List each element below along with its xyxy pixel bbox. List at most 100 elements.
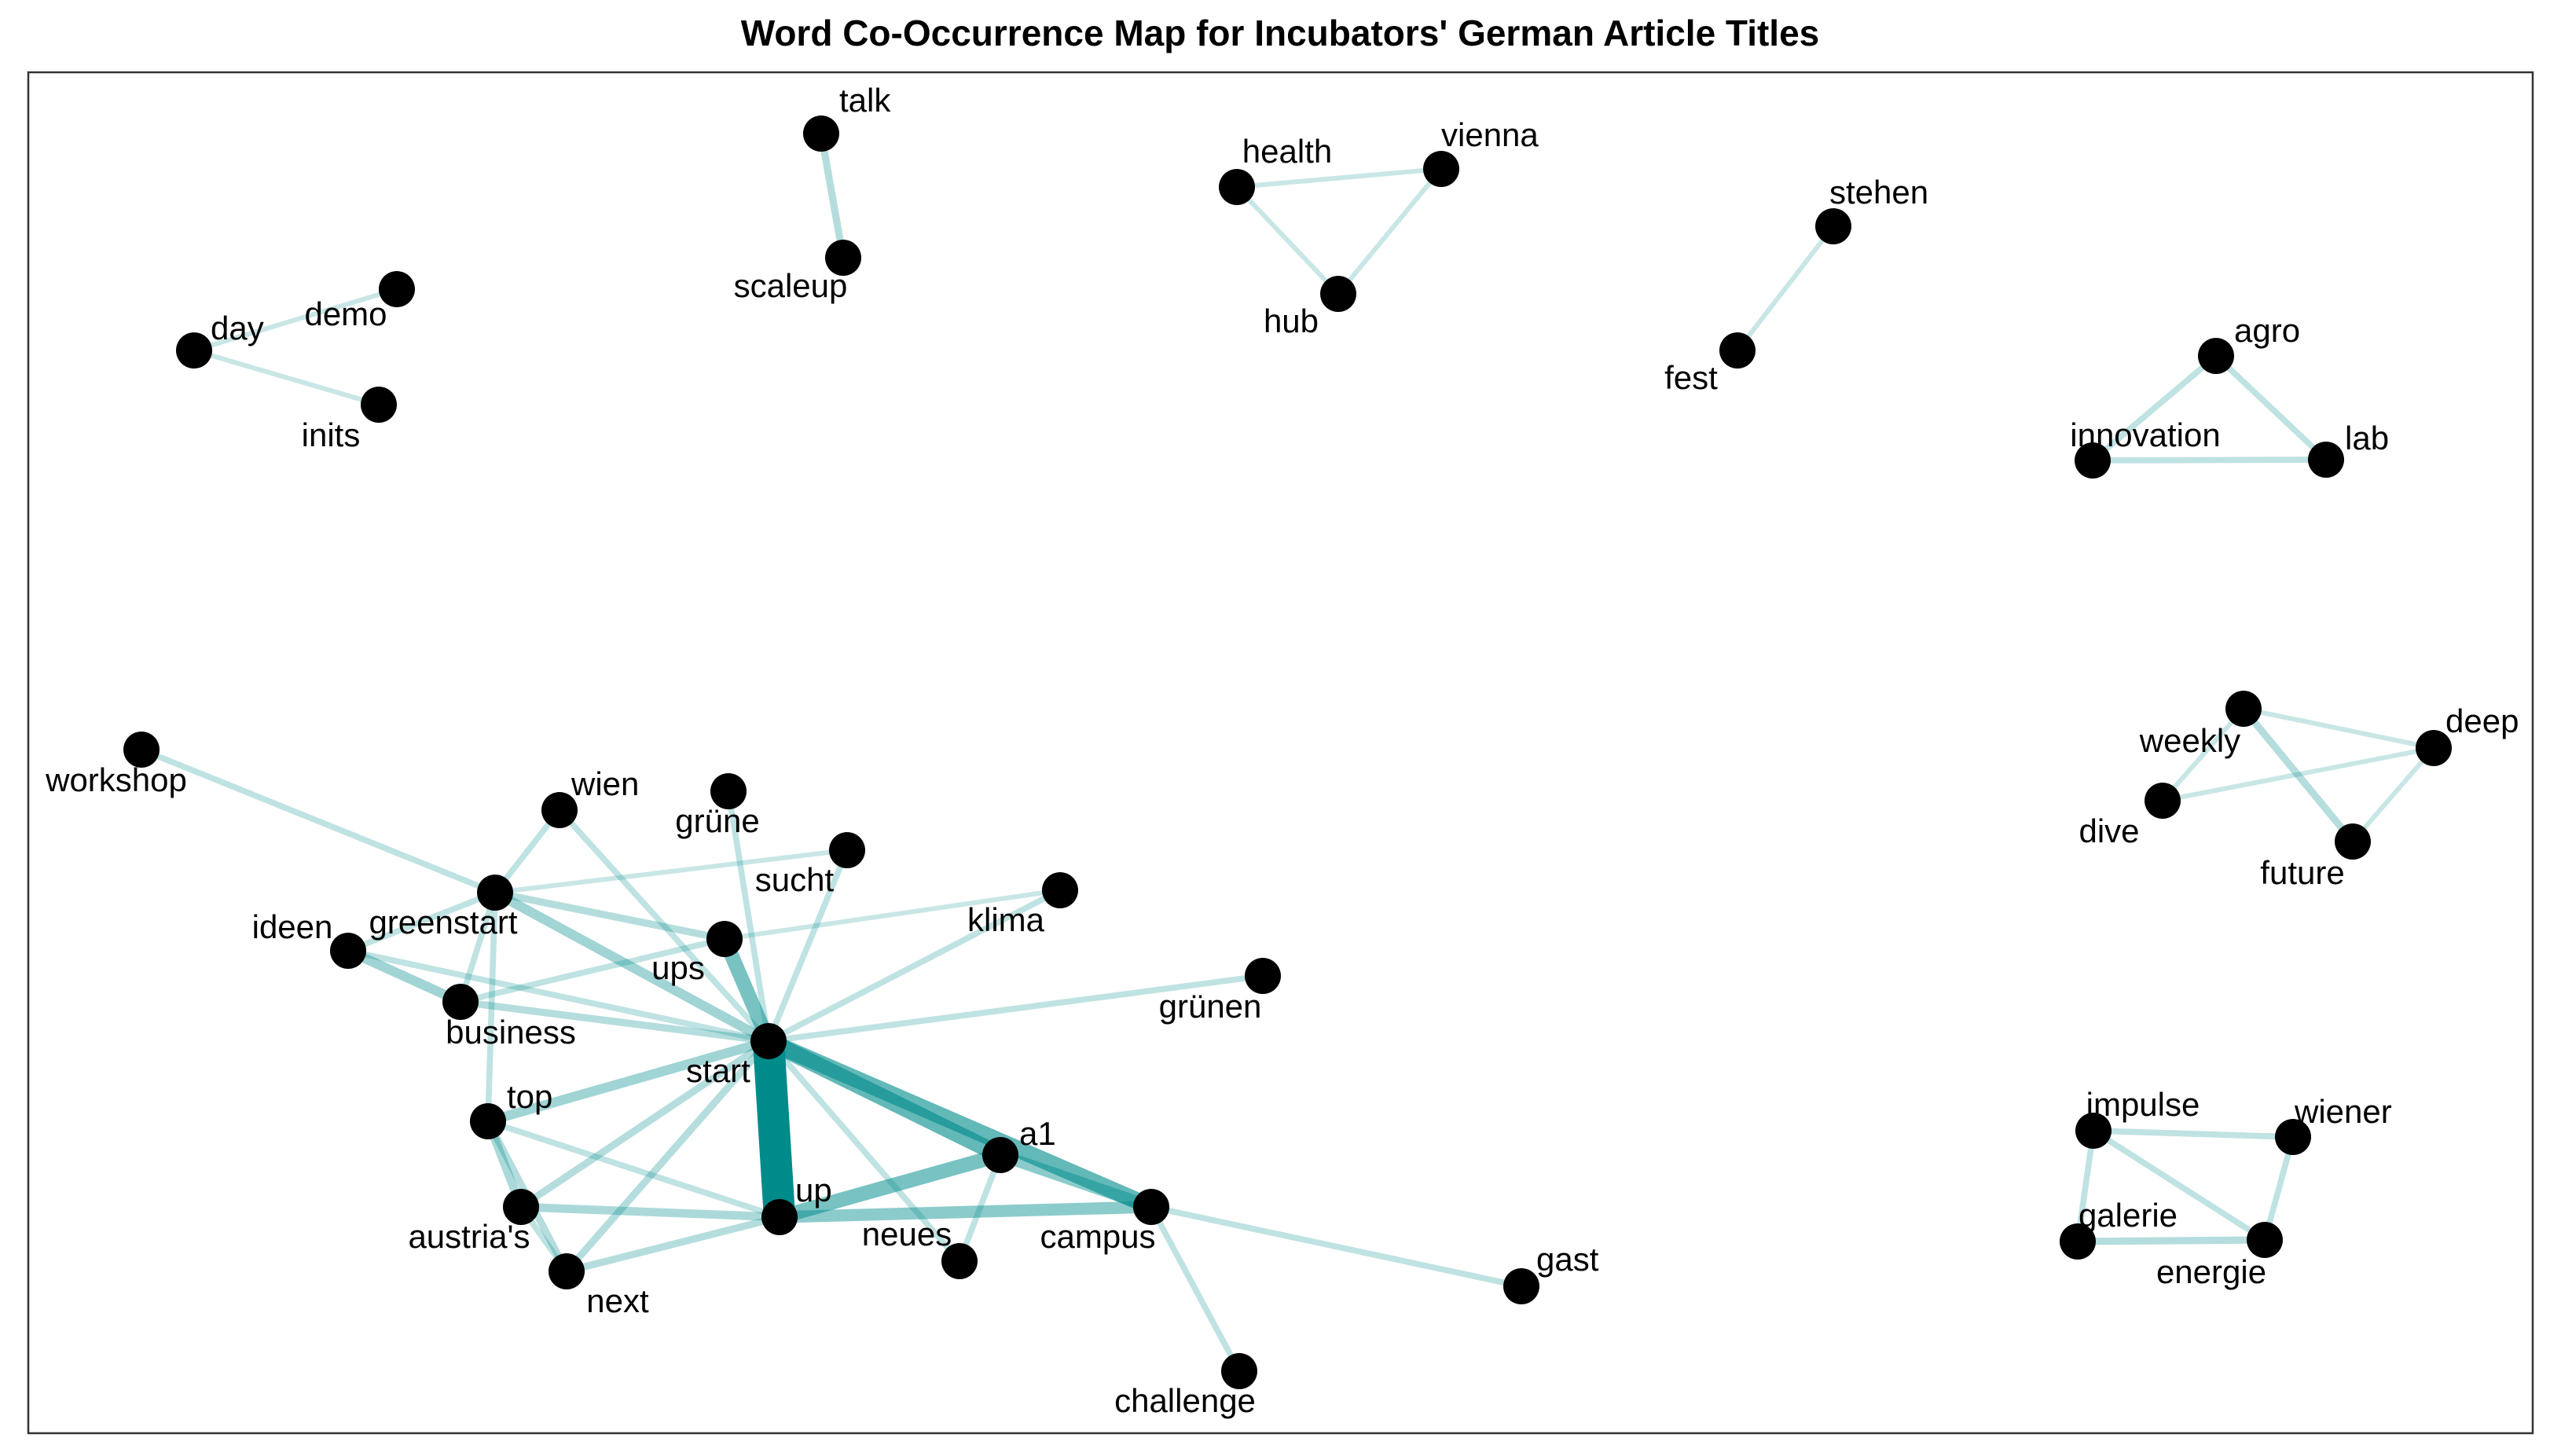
- edge-vienna-hub: [1335, 166, 1444, 297]
- edge-weekly-future: [2240, 705, 2357, 845]
- labels-layer: talk scaleup health vienna hub stehen fest demo…: [45, 82, 2519, 1419]
- node-fest: [1719, 332, 1756, 369]
- edge-greenstart-sucht: [492, 847, 850, 896]
- edge-impulse-galerie: [2075, 1128, 2097, 1245]
- edge-stehen-fest: [1734, 223, 1836, 354]
- edge-campus-gast: [1148, 1204, 1524, 1289]
- node-label-klima: klima: [967, 901, 1045, 938]
- node-future: [2335, 823, 2371, 860]
- node-stehen: [1815, 208, 1851, 244]
- node-label-next: next: [586, 1282, 649, 1319]
- node-label-up: up: [795, 1172, 832, 1208]
- node-wien: [541, 792, 578, 828]
- node-label-top: top: [507, 1078, 552, 1115]
- edge-agro-innovation: [2090, 353, 2219, 464]
- node-hub: [1320, 276, 1356, 312]
- node-campus: [1133, 1189, 1169, 1225]
- edge-austrias-start: [517, 1037, 772, 1211]
- edge-greenstart-ups: [491, 889, 728, 943]
- edge-impulse-wiener: [2090, 1128, 2296, 1140]
- edge-neues-start: [765, 1038, 963, 1264]
- node-weekly: [2225, 691, 2262, 727]
- edge-business-start: [457, 998, 772, 1045]
- node-inits: [361, 387, 397, 423]
- edges-layer: [138, 130, 2437, 1374]
- node-lab: [2308, 442, 2344, 478]
- node-label-lab: lab: [2345, 420, 2389, 457]
- edge-grune-start: [725, 788, 772, 1044]
- node-label-talk: talk: [839, 82, 891, 119]
- edge-campus-challenge: [1148, 1204, 1242, 1374]
- node-label-ups: ups: [651, 949, 705, 986]
- node-label-ideen: ideen: [252, 908, 333, 945]
- node-next: [549, 1253, 585, 1289]
- node-dive: [2145, 783, 2181, 819]
- edge-ideen-start: [345, 948, 772, 1044]
- node-label-fest: fest: [1664, 359, 1718, 396]
- edge-health-hub: [1234, 184, 1341, 297]
- node-label-greenstart: greenstart: [369, 904, 517, 941]
- node-label-inits: inits: [302, 416, 361, 453]
- node-greenstart: [477, 875, 513, 911]
- node-label-energie: energie: [2156, 1253, 2266, 1290]
- node-talk: [803, 116, 839, 152]
- edge-wien-start: [556, 807, 772, 1044]
- edge-dive-deep: [2159, 745, 2437, 804]
- node-label-vienna: vienna: [1441, 116, 1539, 153]
- node-impulse: [2075, 1113, 2112, 1149]
- node-label-hub: hub: [1264, 303, 1319, 339]
- node-energie: [2247, 1222, 2283, 1258]
- node-label-dive: dive: [2079, 812, 2139, 849]
- edge-next-start: [563, 1037, 772, 1275]
- edge-ideen-business: [343, 945, 466, 1007]
- node-top: [470, 1103, 506, 1139]
- node-label-gast: gast: [1536, 1241, 1599, 1278]
- node-austrias: [503, 1189, 539, 1225]
- node-label-demo: demo: [304, 295, 387, 332]
- node-demo: [379, 271, 415, 307]
- node-label-grunen: grünen: [1159, 988, 1262, 1025]
- node-gast: [1503, 1268, 1539, 1304]
- node-label-grune: grüne: [675, 802, 759, 839]
- node-label-day: day: [211, 310, 264, 347]
- edge-austrias-up: [516, 1202, 784, 1222]
- node-business: [442, 984, 479, 1020]
- edge-klima-ups: [721, 887, 1063, 942]
- edge-talk-scaleup: [817, 130, 847, 262]
- node-grune: [710, 773, 747, 809]
- edge-deep-future: [2350, 745, 2437, 845]
- node-label-stehen: stehen: [1829, 174, 1928, 211]
- node-label-weekly: weekly: [2139, 722, 2240, 759]
- nodes-layer: [123, 116, 2452, 1389]
- edge-sucht-start: [765, 847, 850, 1044]
- node-sucht: [829, 832, 865, 868]
- node-label-austrias: austria's: [408, 1218, 530, 1255]
- edge-neues-a1: [956, 1152, 1003, 1264]
- edge-next-up: [563, 1213, 783, 1275]
- edge-impulse-energie: [2090, 1128, 2268, 1243]
- node-challenge: [1221, 1353, 1257, 1389]
- node-label-business: business: [446, 1014, 576, 1051]
- edge-up-campus: [773, 1201, 1158, 1223]
- edge-klima-start: [765, 887, 1063, 1044]
- edge-greenstart-ideen: [345, 889, 498, 954]
- node-label-future: future: [2260, 854, 2344, 891]
- node-label-workshop: workshop: [45, 761, 187, 798]
- node-label-galerie: galerie: [2079, 1197, 2178, 1234]
- edge-health-vienna: [1234, 166, 1444, 190]
- node-label-neues: neues: [862, 1216, 952, 1252]
- node-label-a1: a1: [1019, 1115, 1056, 1152]
- node-ups: [706, 921, 743, 957]
- figure-title: Word Co-Occurrence Map for Incubators' G…: [741, 13, 1820, 53]
- edge-start-campus: [760, 1032, 1160, 1216]
- node-scaleup: [825, 240, 861, 276]
- node-label-challenge: challenge: [1114, 1382, 1256, 1419]
- edge-greenstart-business: [457, 889, 498, 1005]
- node-agro: [2198, 338, 2234, 374]
- node-health: [1219, 169, 1255, 205]
- node-label-health: health: [1242, 133, 1332, 170]
- edge-workshop-greenstart: [138, 746, 498, 896]
- edge-start-ups: [717, 931, 776, 1049]
